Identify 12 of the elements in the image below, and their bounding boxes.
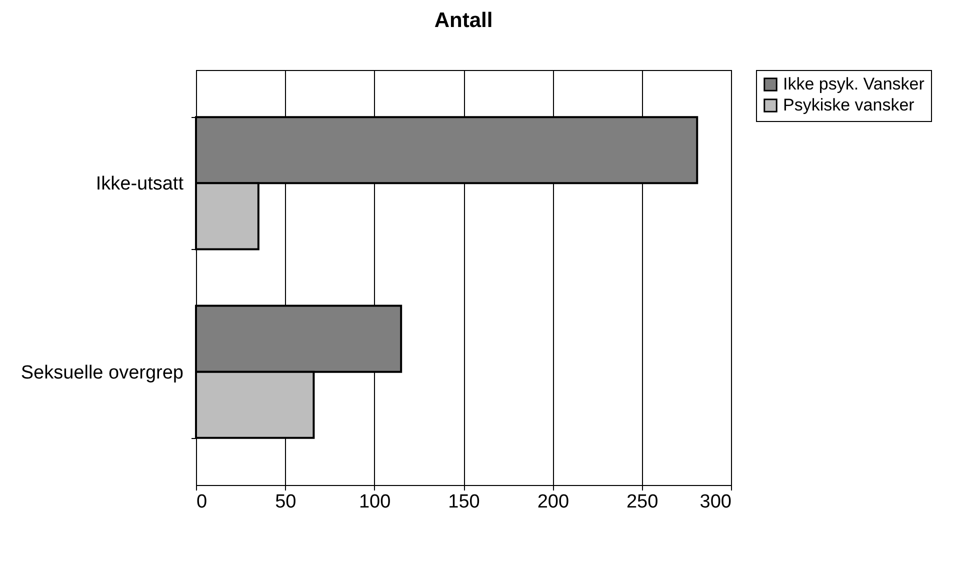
y-tick-label: Seksuelle overgrep: [20, 362, 184, 384]
x-tick-label: 300: [700, 492, 732, 512]
x-tick-label: 200: [537, 492, 570, 512]
y-tick-label: Ikke-utsatt: [96, 174, 184, 195]
legend-label: Psykiske vansker: [783, 96, 915, 114]
x-tick-label: 100: [358, 492, 391, 512]
x-tick-label: 250: [626, 492, 658, 512]
x-tick-label: 150: [448, 492, 480, 512]
x-tick-label: 0: [196, 492, 208, 512]
x-tick-label: 50: [275, 492, 296, 512]
chart-title: Antall: [434, 9, 493, 32]
legend-label: Ikke psyk. Vansker: [783, 74, 925, 94]
